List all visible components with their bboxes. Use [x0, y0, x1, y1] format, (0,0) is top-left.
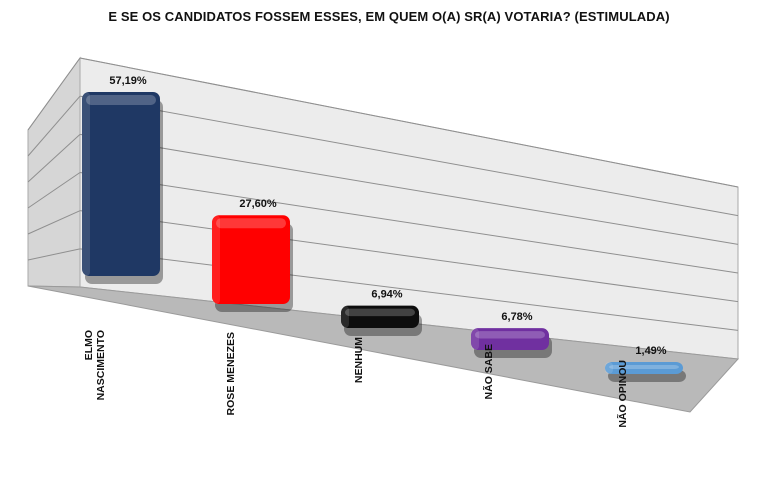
bar-edge: [605, 362, 613, 374]
category-label: ELMO NASCIMENTO: [83, 330, 107, 400]
chart-title: E SE OS CANDIDATOS FOSSEM ESSES, EM QUEM…: [108, 9, 670, 24]
category-label: NÃO SABE: [482, 344, 495, 399]
bar-body: [341, 305, 419, 328]
chart-bars: [82, 92, 686, 382]
category-labels: ELMO NASCIMENTO ROSE MENEZES NENHUM NÃO SABE…: [83, 330, 629, 428]
gridline: [79, 57, 739, 188]
bar-edge: [341, 305, 349, 328]
gridline: [79, 95, 739, 217]
gridline-left: [27, 210, 81, 235]
bar-highlight: [345, 308, 415, 317]
gridline-left: [27, 57, 81, 131]
value-label: 6,78%: [501, 311, 532, 323]
bar-edge: [212, 215, 220, 304]
category-label-line: NÃO OPINOU: [616, 360, 629, 428]
bar-0: [82, 92, 163, 284]
category-label-line: NENHUM: [353, 337, 365, 383]
left-wall: [27, 56, 81, 288]
bar-body: [471, 328, 549, 350]
gridline: [79, 172, 739, 274]
floor: [27, 285, 740, 413]
category-label: NÃO OPINOU: [616, 360, 629, 428]
gridline-left: [27, 95, 81, 157]
bar-edge: [471, 328, 479, 350]
bar-highlight: [475, 331, 545, 339]
gridline: [79, 210, 739, 303]
chart-gridlines: [27, 57, 739, 331]
value-label: 57,19%: [109, 75, 147, 87]
gridline-left: [27, 248, 81, 261]
category-label: NENHUM: [353, 337, 365, 383]
bar-3: [471, 328, 552, 358]
bar-4: [605, 362, 686, 382]
category-label-line: ROSE MENEZES: [225, 332, 237, 415]
bar-highlight: [216, 218, 286, 229]
gridline-left: [27, 172, 81, 209]
gridline-left: [27, 133, 81, 183]
bar-body: [605, 362, 683, 374]
bar-2: [341, 305, 422, 336]
bar-highlight: [86, 95, 156, 105]
gridline: [79, 133, 739, 245]
category-label-line: ELMO: [83, 330, 95, 360]
bar-1: [212, 215, 293, 312]
value-labels: 57,19% 27,60% 6,94% 6,78% 1,49%: [109, 75, 666, 357]
value-label: 6,94%: [371, 289, 402, 301]
bar-body: [212, 215, 290, 304]
bar-body: [82, 92, 160, 276]
value-label: 27,60%: [239, 198, 277, 210]
value-label: 1,49%: [635, 345, 666, 357]
category-label: ROSE MENEZES: [225, 332, 237, 415]
bar-edge: [82, 92, 90, 276]
bar-highlight: [609, 365, 679, 369]
category-label-line: NÃO SABE: [482, 344, 495, 399]
gridline: [79, 248, 739, 331]
category-label-line: NASCIMENTO: [95, 330, 107, 400]
